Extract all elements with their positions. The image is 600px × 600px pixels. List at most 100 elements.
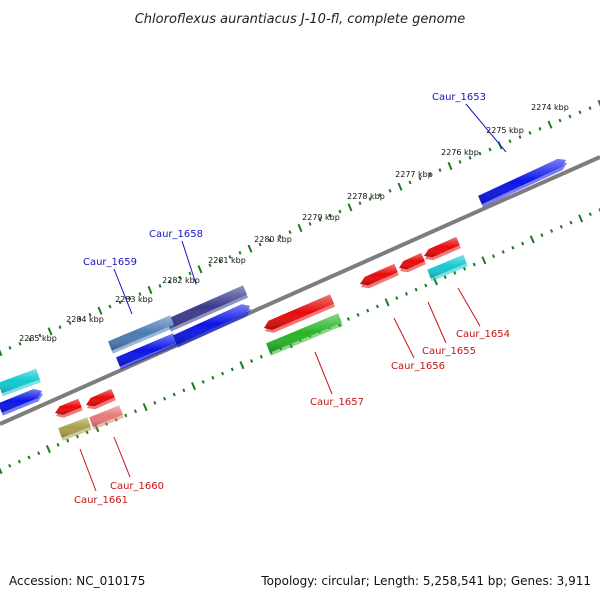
minor-tick (528, 131, 532, 135)
minor-tick (378, 193, 382, 197)
gene-arrow-highlight (89, 405, 123, 427)
gene-arrow-highlight (0, 368, 40, 394)
minor-tick (538, 126, 542, 131)
minor-tick (472, 262, 476, 267)
major-tick (147, 285, 153, 295)
minor-tick (188, 271, 192, 276)
gene-label: Caur_1655 (422, 346, 476, 357)
minor-tick (488, 147, 492, 152)
minor-tick (569, 220, 573, 225)
minor-tick (28, 337, 32, 342)
major-tick (297, 223, 303, 233)
minor-tick (211, 375, 215, 380)
kbp-scale-label: 2283 kbp (115, 295, 153, 304)
major-tick (397, 182, 403, 191)
minor-tick (346, 317, 350, 321)
minor-tick (230, 367, 234, 372)
gene-arrow-left-blue (0, 389, 43, 416)
minor-tick (428, 172, 432, 177)
gene-label-leader-line (314, 351, 333, 395)
gene-arrow-highlight (264, 294, 334, 330)
gene-arrow-highlight (116, 333, 177, 367)
gene-arrow-top-b (172, 304, 251, 348)
minor-tick (18, 341, 22, 346)
kbp-scale-label: 2284 kbp (66, 315, 104, 324)
minor-tick (438, 168, 442, 172)
minor-tick (182, 388, 186, 393)
gene-arrow-caur-1654 (427, 254, 468, 282)
gene-arrow-highlight (424, 236, 460, 258)
minor-tick (356, 312, 360, 317)
gene-arrow-highlight (0, 389, 42, 413)
gene-label: Caur_1660 (110, 481, 164, 492)
minor-tick (478, 151, 482, 156)
gene-arrow-highlight (172, 304, 250, 345)
minor-tick (443, 275, 447, 279)
major-tick (142, 403, 148, 412)
major-tick (347, 203, 353, 212)
minor-tick (395, 296, 399, 300)
minor-tick (258, 242, 262, 247)
minor-tick (462, 266, 467, 271)
minor-tick (66, 438, 70, 443)
gene-label: Caur_1656 (391, 361, 445, 372)
minor-tick (27, 455, 31, 460)
major-tick (0, 467, 3, 475)
minor-tick (268, 238, 272, 243)
gene-arrow-caur-1661 (58, 417, 92, 441)
minor-tick (208, 263, 212, 268)
major-tick (47, 327, 53, 336)
minor-tick (518, 135, 522, 139)
minor-tick (568, 114, 572, 119)
gene-label: Caur_1658 (149, 229, 203, 240)
features-layer (0, 158, 567, 441)
major-tick (447, 161, 453, 171)
minor-tick (358, 201, 362, 206)
minor-tick (368, 197, 372, 201)
minor-tick (178, 275, 182, 280)
minor-tick (37, 451, 41, 456)
kbp-scale-label: 2274 kbp (531, 103, 569, 112)
minor-tick (8, 463, 12, 468)
minor-tick (88, 312, 92, 317)
minor-tick (508, 139, 512, 144)
genome-stats-label: Topology: circular; Length: 5,258,541 bp… (260, 574, 591, 588)
gene-arrow-highlight (478, 158, 566, 205)
gene-arrow-highlight (108, 315, 174, 351)
gene-arrow-caur-1660 (89, 405, 124, 430)
minor-tick (38, 333, 42, 338)
minor-tick (75, 434, 79, 439)
major-tick (239, 361, 245, 370)
gene-label: Caur_1653 (432, 92, 486, 103)
minor-tick (588, 212, 592, 217)
gene-arrow-highlight (399, 252, 425, 270)
minor-tick (133, 409, 138, 414)
minor-tick (338, 209, 342, 214)
minor-tick (559, 224, 563, 229)
minor-tick (540, 233, 544, 238)
minor-tick (318, 217, 322, 222)
minor-tick (453, 271, 457, 275)
major-tick (597, 99, 600, 107)
gene-label-leader-line (465, 103, 507, 153)
minor-tick (408, 180, 412, 185)
gene-arrow-highlight (427, 254, 467, 279)
minor-tick (388, 188, 392, 193)
gene-label-leader-line (113, 436, 131, 478)
gene-label: Caur_1659 (83, 257, 137, 268)
minor-tick (259, 354, 263, 359)
major-tick (547, 120, 553, 129)
major-tick (384, 298, 390, 307)
minor-tick (414, 287, 418, 292)
minor-tick (68, 321, 72, 325)
minor-tick (501, 250, 505, 254)
gene-label-leader-line (427, 301, 447, 344)
minor-tick (404, 292, 409, 296)
genome-backbone (0, 155, 600, 426)
minor-tick (288, 230, 292, 234)
gene-arrow-caur-1653 (478, 158, 567, 208)
kbp-scale-label: 2278 kbp (347, 192, 385, 201)
minor-tick (158, 284, 162, 288)
kbp-scale-label: 2275 kbp (486, 126, 524, 135)
gene-label-leader-line (181, 240, 197, 285)
